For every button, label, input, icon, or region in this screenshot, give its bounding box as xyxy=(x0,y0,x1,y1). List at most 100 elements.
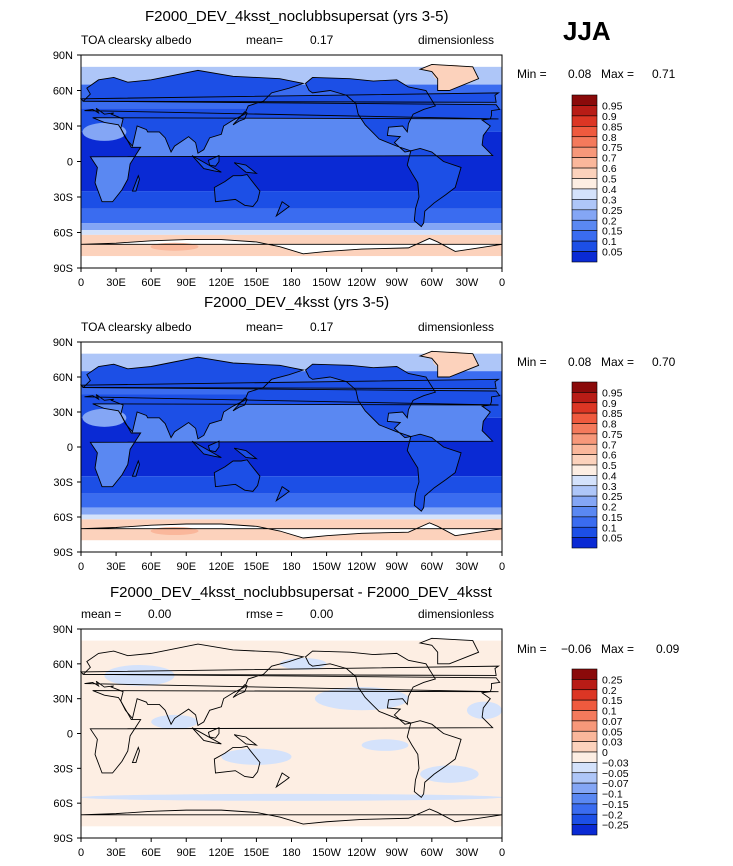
colorbar-label: 0.6 xyxy=(602,163,617,175)
panel-2-max-label: Max = xyxy=(601,355,635,369)
panel-3-rmse-label: rmse = xyxy=(246,607,284,621)
coastline xyxy=(304,363,437,439)
colorbar-label: 0 xyxy=(602,747,608,759)
panel-3-max-label: Max = xyxy=(601,642,635,656)
lat-tick-label: 90S xyxy=(53,833,73,845)
colorbar-segment xyxy=(571,720,598,732)
lat-tick-label: 90S xyxy=(53,263,73,275)
land-fill xyxy=(276,772,290,787)
colorbar-label: 0.05 xyxy=(602,726,623,738)
colorbar-label: 0.15 xyxy=(602,695,623,707)
coastline xyxy=(304,650,437,725)
coastline xyxy=(79,378,501,390)
panel-3-min-value: −0.06 xyxy=(561,642,592,656)
land-fill xyxy=(208,441,219,452)
lon-tick-label: 30W xyxy=(456,277,479,289)
lon-tick-label: 120E xyxy=(208,561,234,573)
colorbar-segment xyxy=(571,485,598,497)
colorbar-label: 0.95 xyxy=(602,387,623,399)
colorbar-segment xyxy=(571,392,598,404)
lat-tick-label: 30S xyxy=(53,192,73,204)
colorbar-segment xyxy=(571,762,598,774)
colorbar-segment xyxy=(571,381,598,393)
colorbar-label: 0.75 xyxy=(602,429,623,441)
lon-tick-label: 180 xyxy=(282,277,300,289)
anomaly-patch xyxy=(279,658,327,670)
colorbar-label: 0.5 xyxy=(602,460,617,472)
lon-tick-label: 150W xyxy=(312,561,341,573)
lat-tick-label: 60S xyxy=(53,228,73,240)
colorbar-label: 0.2 xyxy=(602,685,617,697)
colorbar-segment xyxy=(571,402,598,414)
coastline xyxy=(207,727,220,739)
lon-tick-label: 0 xyxy=(499,277,505,289)
land-fill xyxy=(81,92,499,103)
colorbar-label: −0.2 xyxy=(602,809,623,821)
field-band xyxy=(81,476,502,494)
colorbar-segment xyxy=(571,516,598,528)
colorbar-segment xyxy=(571,772,598,784)
colorbar-label: −0.25 xyxy=(602,820,629,832)
anomaly-patch xyxy=(420,765,479,783)
panel-1-variable-label: TOA clearsky albedo xyxy=(81,33,192,47)
colorbar-label: 0.4 xyxy=(602,470,617,482)
lon-tick-label: 0 xyxy=(78,277,84,289)
colorbar-segment xyxy=(571,209,598,221)
colorbar-segment xyxy=(571,506,598,518)
lat-tick-label: 30N xyxy=(53,407,73,419)
colorbar-label: 0.75 xyxy=(602,142,623,154)
colorbar-segment xyxy=(571,464,598,476)
anomaly-patch xyxy=(466,701,503,719)
coastline xyxy=(418,64,480,91)
lon-tick-label: 90E xyxy=(176,561,196,573)
colorbar-segment xyxy=(571,793,598,805)
panel-1-mean-value: 0.17 xyxy=(310,33,334,47)
field-band xyxy=(81,191,502,209)
colorbar-segment xyxy=(571,679,598,691)
lon-tick-label: 30W xyxy=(456,847,479,859)
colorbar-segment xyxy=(571,412,598,424)
coastline xyxy=(80,237,503,255)
anomaly-patch xyxy=(314,687,409,711)
land-fill xyxy=(208,727,219,739)
colorbar-segment xyxy=(571,443,598,455)
colorbar-segment xyxy=(571,803,598,815)
colorbar-label: 0.85 xyxy=(602,408,623,420)
panel-3-units-label: dimensionless xyxy=(418,607,495,621)
colorbar-label: 0.85 xyxy=(602,121,623,133)
field-band xyxy=(81,230,502,235)
colorbar-segment xyxy=(571,782,598,794)
colorbar-segment xyxy=(571,188,598,200)
colorbar-segment xyxy=(571,813,598,825)
land-fill xyxy=(208,155,219,167)
panel-2-max-value: 0.70 xyxy=(652,355,676,369)
colorbar-segment xyxy=(571,454,598,466)
land-fill xyxy=(81,238,502,254)
coastline xyxy=(207,440,220,453)
lon-tick-label: 150W xyxy=(312,847,341,859)
panel-1-max-value: 0.71 xyxy=(652,67,676,81)
field-band xyxy=(81,55,502,67)
field-band xyxy=(81,514,502,520)
coastline xyxy=(275,485,290,502)
greenland-patch xyxy=(432,64,473,83)
colorbar-label: 0.2 xyxy=(602,502,617,514)
coastline xyxy=(191,727,222,745)
colorbar-label: −0.05 xyxy=(602,768,629,780)
colorbar-segment xyxy=(571,219,598,231)
coastline xyxy=(82,356,501,440)
coastline xyxy=(213,174,261,207)
colorbar-segment xyxy=(571,699,598,711)
colorbar-label: 0.05 xyxy=(602,247,623,259)
land-fill xyxy=(214,459,260,492)
season-label: JJA xyxy=(563,16,611,46)
panel-2-min-value: 0.08 xyxy=(568,355,592,369)
colorbar-segment xyxy=(571,741,598,753)
lon-tick-label: 120E xyxy=(208,277,234,289)
colorbar-segment xyxy=(571,423,598,435)
lon-tick-label: 120E xyxy=(208,847,234,859)
panel-3-mean-value: 0.00 xyxy=(148,607,172,621)
panel-2-title: F2000_DEV_4ksst (yrs 3-5) xyxy=(204,294,390,311)
field-band xyxy=(81,223,502,231)
